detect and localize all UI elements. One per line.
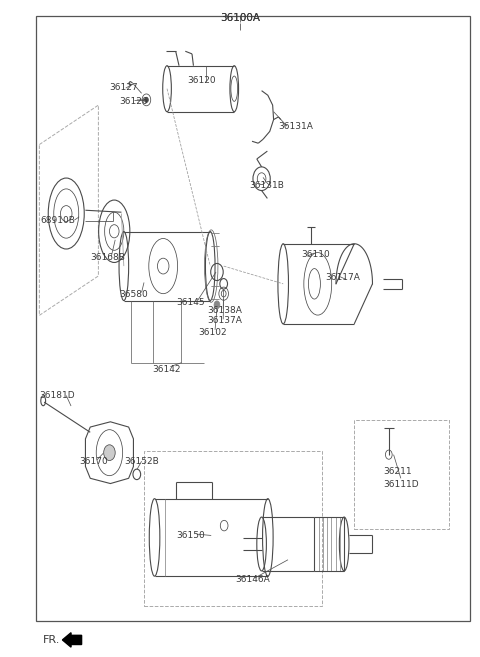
- Text: 36137A: 36137A: [207, 316, 242, 325]
- Text: 36102: 36102: [199, 328, 228, 337]
- Text: 36127: 36127: [109, 83, 138, 92]
- Bar: [354, 420, 449, 529]
- FancyArrow shape: [62, 633, 82, 647]
- Text: 36111D: 36111D: [383, 480, 419, 489]
- Text: FR.: FR.: [43, 635, 60, 645]
- Text: 36580: 36580: [119, 290, 148, 299]
- Text: 36120: 36120: [187, 76, 216, 85]
- Text: 36100A: 36100A: [220, 12, 260, 23]
- Circle shape: [214, 301, 220, 309]
- Text: 36131B: 36131B: [250, 181, 285, 190]
- Text: 36152B: 36152B: [124, 457, 158, 466]
- Text: 36150: 36150: [177, 531, 205, 540]
- Text: 68910B: 68910B: [41, 215, 76, 225]
- Text: 36131A: 36131A: [278, 122, 313, 131]
- Circle shape: [144, 97, 148, 102]
- Text: 36100A: 36100A: [220, 12, 260, 23]
- Text: 36211: 36211: [383, 467, 412, 476]
- Text: 36138A: 36138A: [207, 306, 242, 315]
- Text: 36170: 36170: [79, 457, 108, 466]
- Text: 36145: 36145: [177, 298, 205, 307]
- Bar: [144, 451, 322, 606]
- Circle shape: [104, 445, 115, 461]
- Text: 36142: 36142: [153, 365, 181, 374]
- Text: 36168B: 36168B: [90, 253, 125, 262]
- Text: 36126: 36126: [119, 97, 148, 106]
- Text: 36181D: 36181D: [39, 391, 75, 400]
- Text: 36110: 36110: [301, 250, 330, 260]
- Text: 36146A: 36146A: [235, 575, 270, 584]
- Text: 36117A: 36117A: [325, 273, 360, 282]
